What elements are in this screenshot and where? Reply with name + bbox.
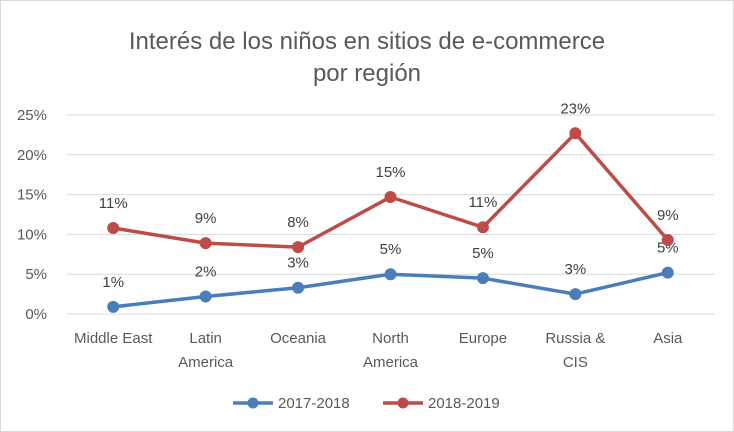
x-tick-label: Oceania xyxy=(270,330,327,347)
y-tick-label: 5% xyxy=(25,266,47,283)
data-label: 9% xyxy=(195,210,217,227)
data-point xyxy=(384,268,397,281)
data-label: 5% xyxy=(380,241,402,258)
y-tick-label: 10% xyxy=(17,226,47,243)
data-point xyxy=(476,221,489,234)
x-tick-label: Middle East xyxy=(74,330,153,347)
data-point xyxy=(384,190,397,203)
x-tick-label: North xyxy=(372,330,409,347)
y-tick-label: 20% xyxy=(17,147,47,164)
legend-label: 2017-2018 xyxy=(278,395,350,412)
data-label: 11% xyxy=(99,195,128,212)
data-label: 1% xyxy=(102,274,124,291)
legend-label: 2018-2019 xyxy=(428,395,500,412)
data-label: 8% xyxy=(287,214,309,231)
data-point xyxy=(569,127,582,140)
chart-title-line: Interés de los niños en sitios de e-comm… xyxy=(129,28,605,55)
data-point xyxy=(292,241,305,254)
x-tick-label: Europe xyxy=(459,330,507,347)
data-label: 3% xyxy=(565,261,587,278)
y-tick-label: 0% xyxy=(25,306,47,323)
x-tick-label: Asia xyxy=(653,330,683,347)
data-point xyxy=(199,290,212,303)
legend-marker xyxy=(247,397,259,409)
legend-marker xyxy=(397,397,409,409)
series-line-2018-2019 xyxy=(111,131,670,249)
data-point xyxy=(107,222,120,235)
x-tick-label: America xyxy=(178,354,234,371)
x-tick-label: Russia & xyxy=(545,330,605,347)
y-tick-label: 25% xyxy=(17,107,47,124)
data-point xyxy=(569,288,582,301)
y-tick-label: 15% xyxy=(17,187,47,204)
data-point xyxy=(107,300,120,313)
data-label: 3% xyxy=(287,255,309,272)
data-label: 23% xyxy=(560,100,590,117)
data-label: 15% xyxy=(375,164,405,181)
data-point xyxy=(661,233,674,246)
x-tick-label: America xyxy=(363,354,419,371)
data-point xyxy=(476,272,489,285)
data-point xyxy=(292,281,305,294)
chart-title-line: por región xyxy=(313,60,421,87)
data-label: 9% xyxy=(657,207,679,224)
data-point xyxy=(199,237,212,250)
data-label: 5% xyxy=(472,245,494,262)
x-tick-label: Latin xyxy=(189,330,222,347)
data-label: 11% xyxy=(468,194,497,211)
data-point xyxy=(661,266,674,279)
data-label: 5% xyxy=(657,240,679,257)
x-tick-label: CIS xyxy=(563,354,588,371)
data-label: 2% xyxy=(195,263,217,280)
